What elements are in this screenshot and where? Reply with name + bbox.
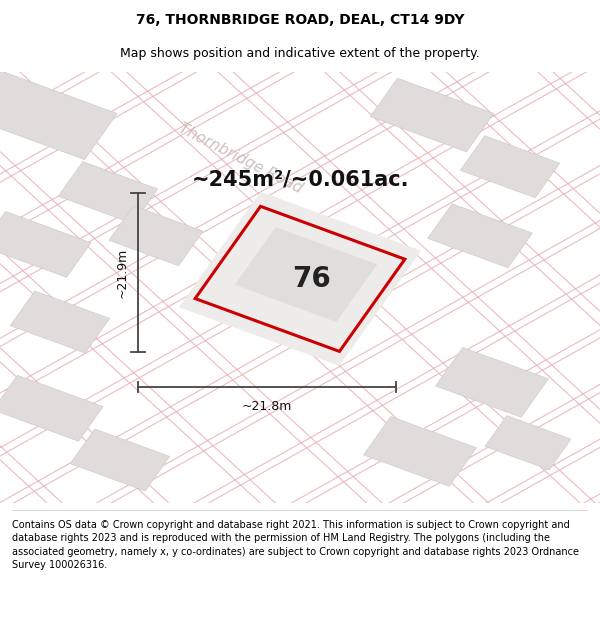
Polygon shape <box>428 204 532 268</box>
Polygon shape <box>179 192 421 366</box>
Polygon shape <box>58 162 158 224</box>
Text: Thornbridge Road: Thornbridge Road <box>176 121 304 196</box>
Polygon shape <box>0 375 103 441</box>
Polygon shape <box>0 211 91 278</box>
Polygon shape <box>370 78 494 152</box>
Text: Contains OS data © Crown copyright and database right 2021. This information is : Contains OS data © Crown copyright and d… <box>12 520 579 570</box>
Text: Map shows position and indicative extent of the property.: Map shows position and indicative extent… <box>120 48 480 61</box>
Polygon shape <box>0 71 117 159</box>
Polygon shape <box>485 416 571 470</box>
Polygon shape <box>235 227 377 322</box>
Polygon shape <box>364 416 476 486</box>
Text: 76, THORNBRIDGE ROAD, DEAL, CT14 9DY: 76, THORNBRIDGE ROAD, DEAL, CT14 9DY <box>136 13 464 27</box>
Text: 76: 76 <box>293 265 331 293</box>
Text: ~21.8m: ~21.8m <box>242 399 292 412</box>
Text: ~245m²/~0.061ac.: ~245m²/~0.061ac. <box>191 169 409 190</box>
Polygon shape <box>460 136 560 198</box>
Polygon shape <box>70 429 170 491</box>
Polygon shape <box>109 206 203 266</box>
Text: ~21.9m: ~21.9m <box>116 248 129 298</box>
Polygon shape <box>10 291 110 353</box>
Polygon shape <box>436 348 548 418</box>
